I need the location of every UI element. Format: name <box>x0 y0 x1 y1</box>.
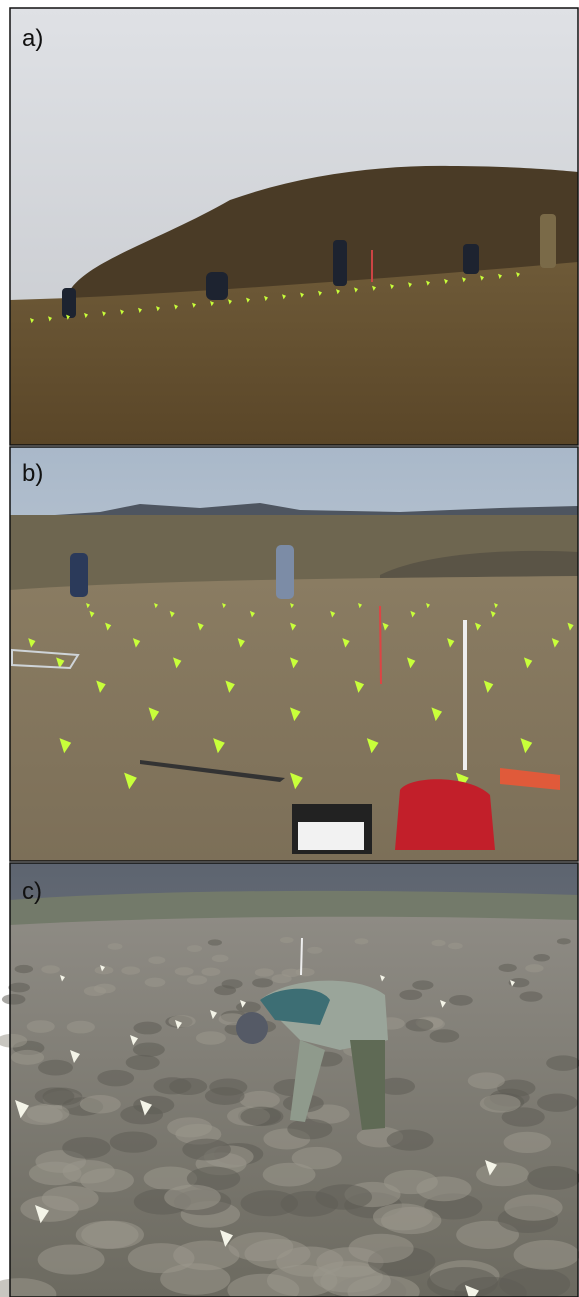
tussock <box>546 1055 579 1070</box>
tussock <box>349 1234 414 1263</box>
tussock <box>214 985 236 995</box>
tussock <box>263 1163 316 1187</box>
tussock <box>167 1117 212 1137</box>
tussock <box>387 1130 434 1151</box>
tussock <box>11 1050 44 1065</box>
panel-a: a) <box>10 8 578 445</box>
tussock <box>133 1042 165 1056</box>
tussock <box>240 1091 280 1109</box>
tussock <box>27 1104 70 1123</box>
tussock <box>406 1019 434 1032</box>
tussock <box>240 1107 283 1126</box>
tussock <box>373 1203 433 1230</box>
pole <box>380 606 381 684</box>
tussock <box>187 975 207 984</box>
panel-label: a) <box>22 25 43 52</box>
tussock <box>499 964 517 972</box>
tussock <box>38 1245 105 1275</box>
tussock <box>175 967 194 976</box>
pole <box>301 938 302 975</box>
panel-c: c) <box>0 863 579 1297</box>
tussock <box>20 1196 78 1222</box>
tussock <box>504 1132 551 1153</box>
tussock <box>255 968 274 977</box>
tussock <box>121 966 140 974</box>
tussock <box>527 1166 579 1190</box>
tussock <box>252 978 273 987</box>
tussock <box>355 938 369 944</box>
tussock <box>27 1020 55 1033</box>
tussock <box>287 1119 332 1139</box>
tussock <box>84 986 106 996</box>
tussock <box>281 1191 339 1217</box>
tussock <box>8 983 30 993</box>
tussock <box>480 1094 521 1112</box>
tussock <box>209 1078 247 1095</box>
page: a) b) <box>0 0 579 1297</box>
tussock <box>97 1070 134 1087</box>
tussock <box>35 1087 75 1105</box>
panel-label: b) <box>22 460 43 487</box>
tussock <box>514 1240 579 1270</box>
tussock <box>169 1078 207 1095</box>
tussock <box>208 939 222 945</box>
tussock <box>412 980 433 990</box>
tussock <box>148 956 165 964</box>
tussock <box>126 1055 160 1070</box>
tussock <box>281 969 300 978</box>
tussock <box>416 1176 471 1201</box>
tussock <box>108 943 123 950</box>
tussock <box>41 965 60 973</box>
tussock <box>537 1094 578 1112</box>
tussock <box>525 964 543 972</box>
tussock <box>431 940 445 946</box>
tussock <box>399 990 422 1000</box>
tussock <box>504 1195 562 1221</box>
figure: a) b) <box>0 0 579 1297</box>
tussock <box>182 1139 231 1161</box>
tussock <box>476 1163 529 1187</box>
tussock <box>81 1221 144 1249</box>
backpack <box>395 779 495 850</box>
tussock <box>212 955 229 963</box>
tussock <box>62 1137 110 1159</box>
tussock <box>2 994 26 1005</box>
tussock <box>110 1131 157 1152</box>
tussock <box>15 965 34 973</box>
tussock <box>307 947 322 954</box>
panel-label: c) <box>22 878 42 905</box>
tussock <box>38 1060 73 1076</box>
tussock <box>557 938 571 944</box>
tussock <box>430 1029 460 1042</box>
tussock <box>468 1072 505 1089</box>
tussock <box>133 1096 174 1115</box>
tussock <box>448 943 463 950</box>
tussock <box>145 978 166 987</box>
tussock <box>173 1240 239 1270</box>
tussock <box>449 995 473 1006</box>
tussock <box>67 1021 95 1034</box>
tussock <box>280 937 294 943</box>
tussock <box>533 954 550 961</box>
tussock <box>519 991 542 1001</box>
tussock <box>133 1022 161 1035</box>
tussock <box>168 1015 195 1027</box>
paper <box>298 822 364 850</box>
tussock <box>164 1185 221 1210</box>
tussock <box>196 1031 226 1045</box>
tussock <box>80 1095 121 1113</box>
tussock <box>201 967 220 976</box>
panel-b: b) <box>10 447 578 861</box>
tussock <box>187 945 202 952</box>
